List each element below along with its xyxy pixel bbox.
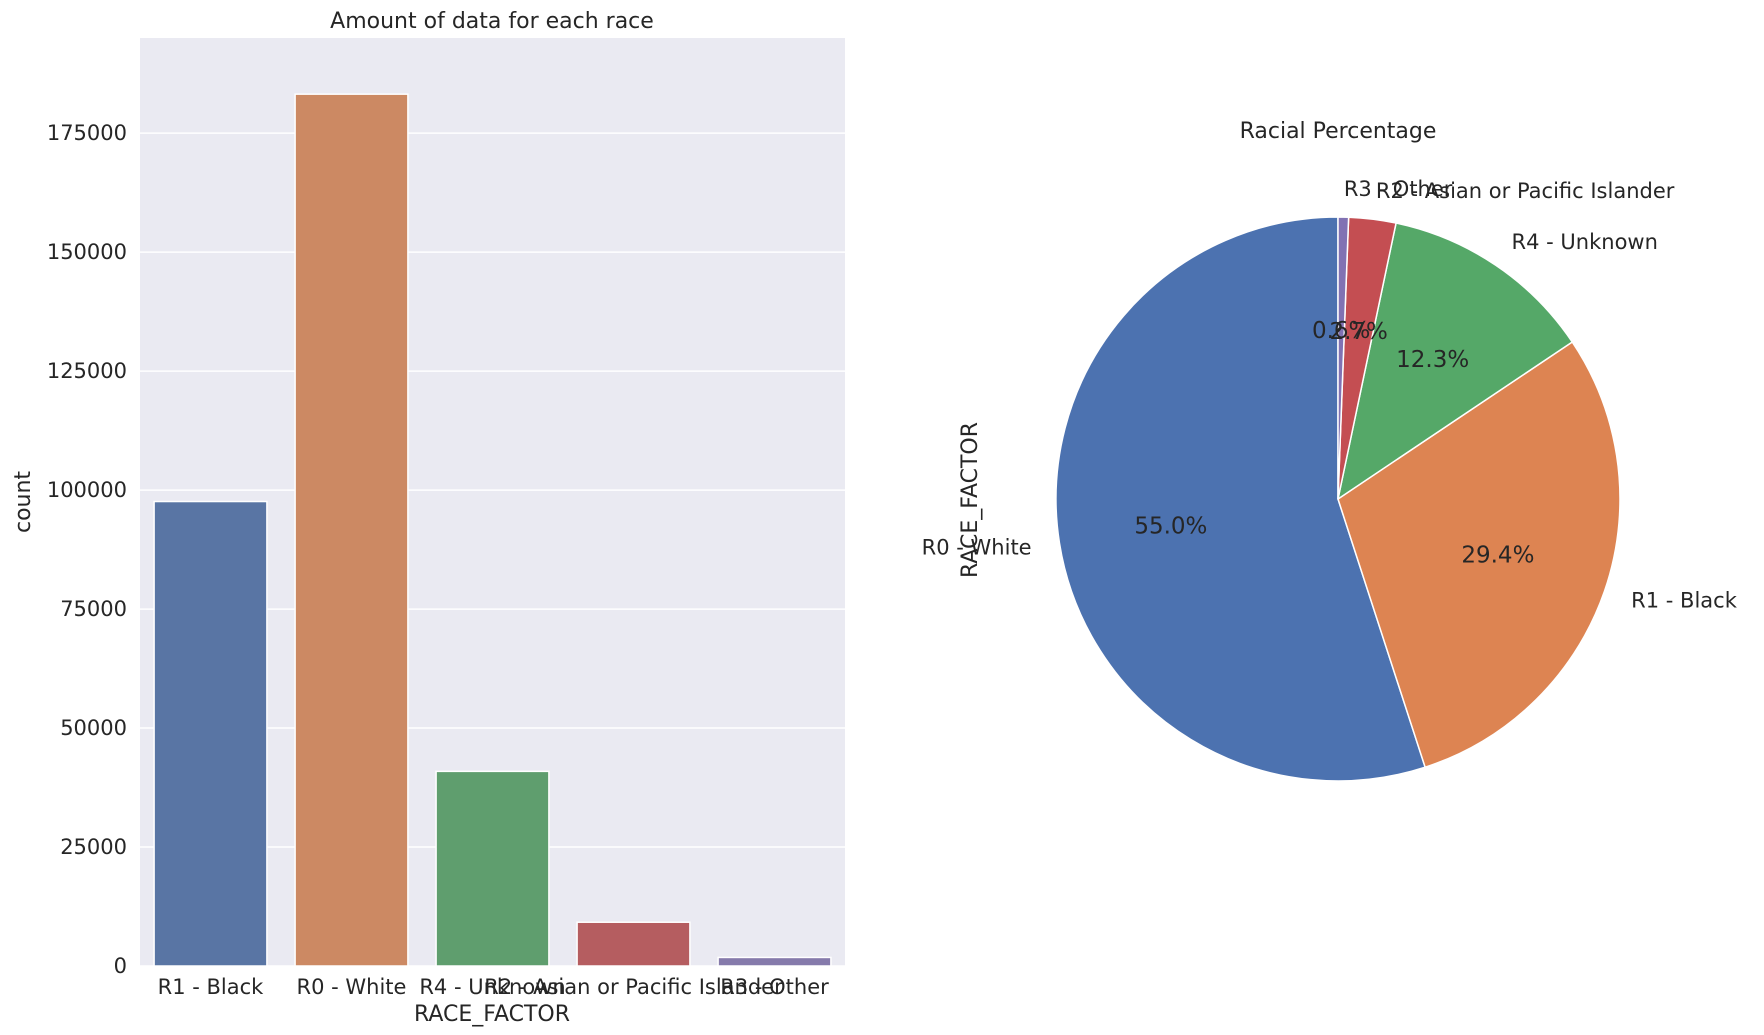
bar-y-tick-label: 75000 [60,597,127,621]
pie-percent-label: 29.4% [1461,542,1534,568]
bar-chart-title: Amount of data for each race [330,9,654,34]
pie-slice-1 [1337,341,1621,768]
pie-slice-label: R3 - Other [1344,177,1453,201]
bar-series [153,93,832,967]
bar-4 [717,956,832,967]
pie-slice-label: R4 - Unknown [1512,230,1658,254]
bar-y-tick-label: 100000 [47,478,127,502]
bar-x-tick-label: R0 - White [297,975,407,999]
bar-y-tick-label: 25000 [60,835,127,859]
bar-y-tick-label: 150000 [47,240,127,264]
pie-slice-labels: R0 - White R1 - Black R4 - Unknown R2 - Asi… [922,177,1738,613]
pie-slice-4 [1337,216,1350,500]
pie-slice-0 [1055,216,1426,782]
bar-0 [153,500,268,967]
pie-chart: Racial Percentage RACE_FACTOR R0 - White… [922,119,1738,782]
pie-slice-label: R2 - Asian or Pacific Islander [1376,179,1675,203]
pie-percent-label: 0.6% [1312,318,1370,344]
bar-1 [294,93,409,967]
bar-x-tick-label: R4 - Unknown [419,975,565,999]
pie-slice-2 [1337,222,1573,500]
pie-percent-label: 12.3% [1396,347,1469,373]
pie-y-axis-label: RACE_FACTOR [958,422,983,578]
bar-y-tick-label: 175000 [47,121,127,145]
bar-y-tick-labels: 0 25000 50000 75000 100000 125000 150000 175000 [47,121,127,978]
bar-x-tick-label: R3 - Other [720,975,829,999]
bar-3 [576,921,691,967]
bar-x-axis-label: RACE_FACTOR [414,1002,570,1027]
bar-y-tick-label: 50000 [60,716,127,740]
bar-x-tick-label: R2 - Asian or Pacific Islander [484,975,783,999]
bar-y-axis-label: count [11,471,36,533]
pie-percent-label: 2.7% [1329,319,1387,345]
bar-y-tick-label: 125000 [47,359,127,383]
bar-y-tick-label: 0 [114,954,127,978]
bar-chart: 0 25000 50000 75000 100000 125000 150000 175000… [11,9,845,1027]
pie-percent-labels: 55.0% 29.4% 12.3% 2.7%0.6% [1134,318,1534,568]
pie-percent-label: 55.0% [1134,513,1207,539]
pie-slice-label: R1 - Black [1631,588,1738,612]
pie-chart-title: Racial Percentage [1240,119,1437,144]
bar-2 [435,770,550,967]
bar-x-tick-label: R1 - Black [158,975,265,999]
pie-slices [1055,216,1621,782]
pie-slice-label: R0 - White [922,536,1032,560]
